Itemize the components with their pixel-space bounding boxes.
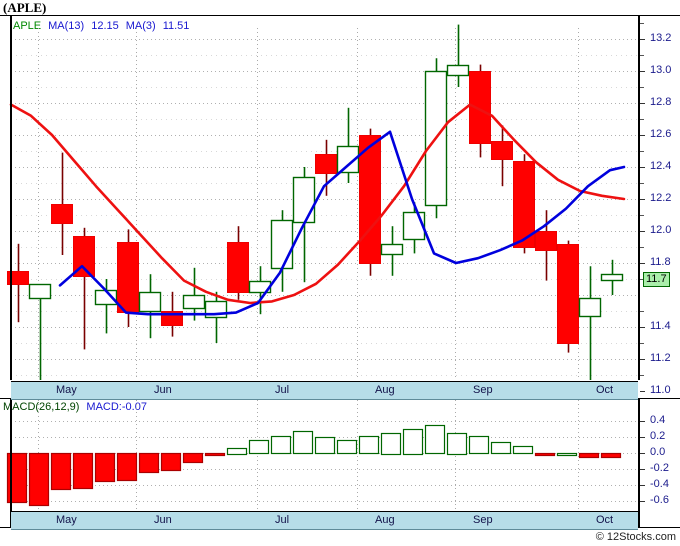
price-axis-label: 11.2: [650, 352, 671, 364]
macd-chart-canvas: [0, 398, 680, 528]
price-axis-minor-tick: [640, 23, 644, 24]
price-axis-label: 12.4: [650, 160, 672, 172]
last-price-badge: 11.7: [643, 272, 670, 287]
macd-axis-tick: [640, 501, 645, 502]
macd-axis-label: -0.6: [650, 493, 669, 506]
macd-axis-label: 0.4: [650, 414, 666, 427]
month-label: May: [56, 514, 77, 526]
month-label: Sep: [473, 514, 493, 526]
price-axis-tick: [640, 39, 645, 40]
month-label: Jun: [154, 514, 172, 526]
price-axis-tick: [640, 71, 645, 72]
macd-month-axis-band: [11, 511, 638, 530]
price-panel: APLE MA(13) 12.15 MA(3) 11.51 13.2 13.0 12.8 12…: [0, 16, 680, 396]
price-axis-minor-tick: [640, 311, 644, 312]
macd-axis-tick: [640, 421, 645, 422]
footer-bar: © 12Stocks.com: [0, 528, 680, 546]
price-axis-minor-tick: [640, 375, 644, 376]
macd-axis-label: 0.2: [650, 430, 666, 443]
macd-axis-tick: [640, 485, 645, 486]
macd-axis-label: -0.4: [650, 477, 669, 490]
month-label: Aug: [375, 514, 395, 526]
copyright-label: © 12Stocks.com: [595, 531, 676, 543]
price-axis-tick: [640, 359, 645, 360]
price-month-axis-band: [11, 381, 638, 400]
price-axis-minor-tick: [640, 55, 644, 56]
title-divider: [0, 15, 680, 16]
price-axis-label: 11.0: [650, 384, 671, 396]
legend-ma-fast-value: 11.51: [162, 20, 190, 32]
month-label: May: [56, 384, 77, 396]
month-label: Oct: [596, 514, 614, 526]
macd-axis-label: -0.2: [650, 461, 669, 474]
price-axis-tick: [640, 199, 645, 200]
price-axis-minor-tick: [640, 87, 644, 88]
macd-axis-tick: [640, 469, 645, 470]
macd-legend: MACD(26,12,9) MACD:-0.07: [3, 401, 154, 413]
macd-panel: MACD(26,12,9) MACD:-0.07 0.4 0.2 0.0 -0.2 -0.…: [0, 398, 680, 528]
month-label: Jun: [154, 384, 172, 396]
macd-indicator-label: MACD(26,12,9): [3, 401, 80, 413]
macd-axis-tick: [640, 453, 645, 454]
price-axis-minor-tick: [640, 247, 644, 248]
month-label: Sep: [473, 384, 493, 396]
page-title: (APLE): [3, 0, 47, 15]
price-axis-minor-tick: [640, 119, 644, 120]
price-axis-tick: [640, 167, 645, 168]
macd-value-label: MACD:-0.07: [86, 401, 147, 413]
price-axis-minor-tick: [640, 279, 644, 280]
price-axis-label: 12.8: [650, 96, 672, 108]
price-axis-minor-tick: [640, 343, 644, 344]
price-axis-tick: [640, 135, 645, 136]
price-axis-tick: [640, 103, 645, 104]
price-axis-label: 12.2: [650, 192, 672, 204]
price-axis-label: 13.2: [650, 32, 672, 44]
price-axis-minor-tick: [640, 151, 644, 152]
price-axis-label: 12.6: [650, 128, 672, 140]
month-label: Jul: [275, 384, 290, 396]
title-bar: (APLE): [0, 0, 680, 16]
price-axis-minor-tick: [640, 183, 644, 184]
month-label: Jul: [275, 514, 290, 526]
legend-ma-slow-label: MA(13): [48, 20, 85, 32]
legend-symbol: APLE: [13, 20, 42, 32]
price-axis-label: 12.0: [650, 224, 672, 236]
price-legend: APLE MA(13) 12.15 MA(3) 11.51: [13, 20, 196, 32]
price-axis-label: 11.4: [650, 320, 671, 332]
month-label: Oct: [596, 384, 614, 396]
price-axis-label: 13.0: [650, 64, 672, 76]
macd-axis-label: 0.0: [650, 446, 666, 459]
macd-axis-tick: [640, 437, 645, 438]
price-axis-minor-tick: [640, 215, 644, 216]
price-axis-tick: [640, 327, 645, 328]
price-axis-tick: [640, 391, 645, 392]
price-axis-tick: [640, 263, 645, 264]
legend-ma-slow-value: 12.15: [91, 20, 119, 32]
legend-ma-fast-label: MA(3): [125, 20, 156, 32]
price-chart-canvas: [7, 16, 640, 380]
price-axis-label: 11.8: [650, 256, 671, 268]
month-label: Aug: [375, 384, 395, 396]
price-axis-tick: [640, 231, 645, 232]
